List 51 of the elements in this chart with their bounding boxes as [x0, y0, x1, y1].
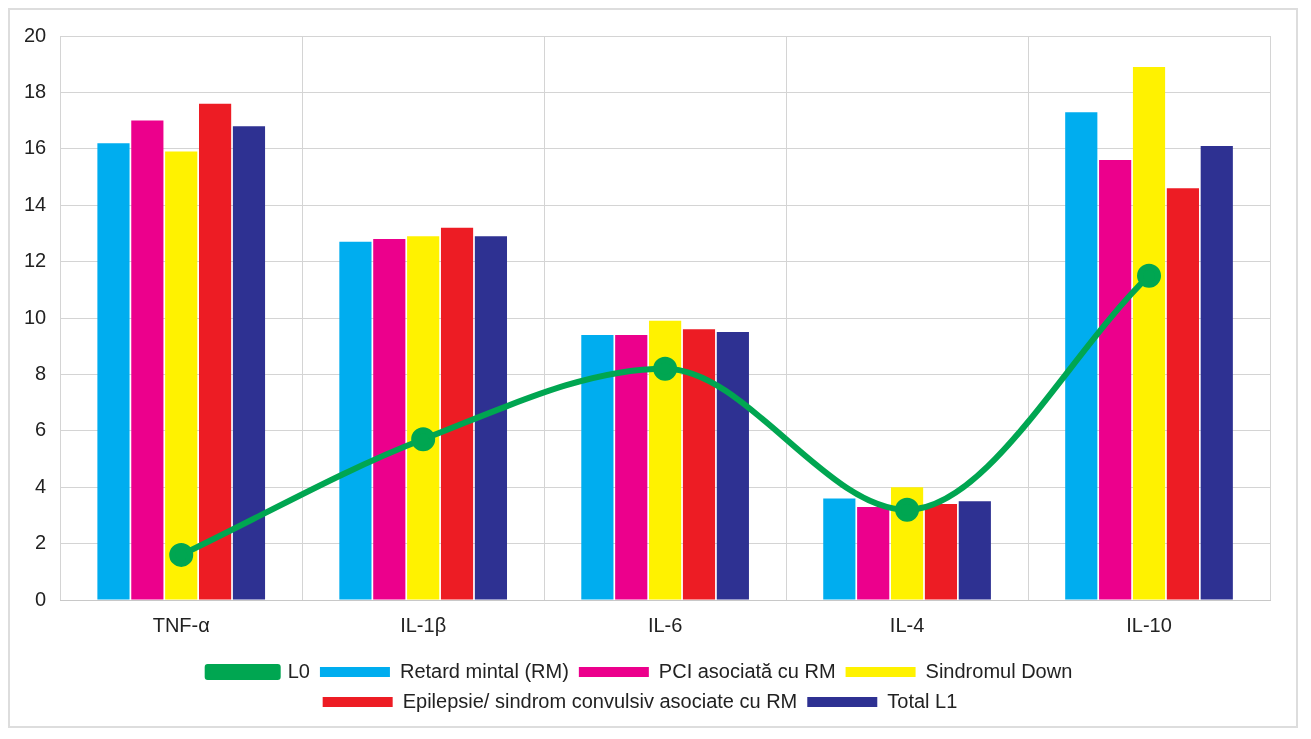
y-tick-label: 16 — [24, 136, 47, 159]
x-tick-label: IL-4 — [889, 613, 925, 636]
y-tick-label: 6 — [35, 418, 47, 441]
legend-label: PCI asociată cu RM — [658, 659, 836, 682]
y-tick-label: 8 — [35, 361, 47, 384]
bar — [339, 241, 372, 600]
legend-label: L0 — [287, 659, 310, 682]
bar — [857, 506, 890, 600]
x-tick-label: IL-10 — [1126, 613, 1172, 636]
bar — [1099, 160, 1132, 600]
point — [653, 356, 678, 381]
legend-label: Sindromul Down — [925, 659, 1073, 682]
bar — [924, 504, 958, 600]
y-tick-label: 18 — [24, 79, 47, 102]
y-tick-label: 10 — [24, 305, 47, 328]
legend-label: Epilepsie/ sindrom convulsiv asociate cu RM — [402, 689, 798, 712]
bar — [373, 239, 406, 600]
bar — [615, 334, 648, 600]
bar — [131, 120, 164, 600]
x-tick-label: IL-6 — [647, 613, 683, 636]
bar — [407, 236, 440, 600]
legend-label: Total L1 — [887, 689, 958, 712]
legend-label: Retard mintal (RM) — [399, 659, 569, 682]
x-tick-label: TNF-α — [152, 613, 210, 636]
y-tick-label: 2 — [35, 531, 47, 554]
bar — [165, 151, 198, 600]
bar — [682, 329, 716, 600]
y-tick-label: 20 — [24, 23, 47, 46]
bar — [716, 332, 749, 600]
bar — [649, 320, 682, 600]
bar — [199, 103, 232, 600]
bar — [958, 501, 991, 600]
y-tick-label: 4 — [35, 474, 47, 497]
bar — [97, 143, 130, 600]
y-tick-label: 12 — [24, 249, 47, 272]
bar — [440, 227, 474, 600]
bar — [474, 236, 508, 600]
y-tick-label: 0 — [35, 587, 47, 610]
point — [895, 497, 920, 522]
point — [1137, 263, 1162, 288]
bar — [1200, 145, 1233, 600]
bar — [823, 498, 856, 600]
bar — [232, 126, 266, 600]
bar — [581, 334, 614, 600]
point — [169, 542, 194, 567]
bar — [1065, 112, 1098, 600]
x-tick-label: IL-1β — [400, 613, 447, 636]
bar — [1132, 67, 1166, 600]
y-tick-label: 14 — [24, 192, 47, 215]
point — [411, 427, 436, 452]
bar — [1166, 188, 1199, 600]
